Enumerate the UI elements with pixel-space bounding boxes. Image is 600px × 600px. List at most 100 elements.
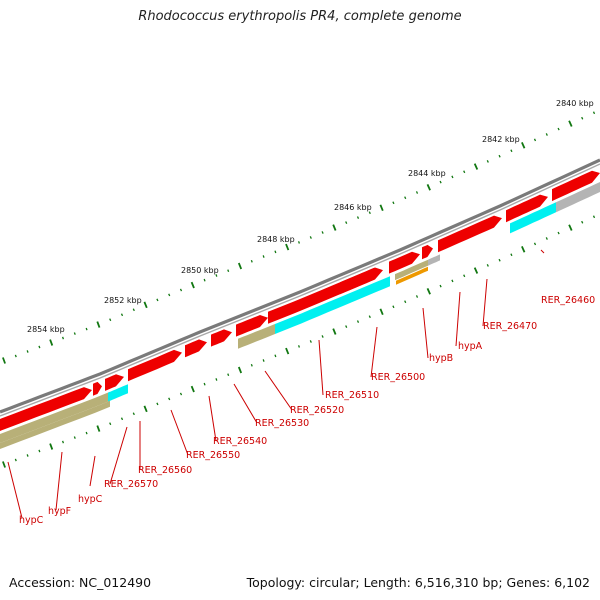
scale-label: 2846 kbp bbox=[334, 203, 372, 212]
scale-tick bbox=[179, 392, 183, 396]
scale-tick bbox=[143, 301, 148, 309]
scale-tick bbox=[61, 440, 65, 444]
scale-tick bbox=[120, 313, 124, 317]
scale-tick bbox=[227, 373, 230, 377]
scale-tick bbox=[61, 336, 65, 340]
gene-label: RER_26540 bbox=[213, 436, 267, 447]
gene-label: hypA bbox=[458, 341, 483, 352]
gene-label: RER_26470 bbox=[483, 321, 537, 332]
scale-tick bbox=[568, 120, 573, 127]
scale-tick bbox=[250, 363, 253, 367]
label-leader bbox=[370, 326, 378, 378]
feature-block bbox=[238, 324, 275, 349]
scale-tick bbox=[439, 180, 442, 184]
backbone-line bbox=[0, 163, 600, 417]
scale-tick bbox=[14, 458, 17, 462]
scale-tick bbox=[415, 295, 419, 298]
genome-info-text: Topology: circular; Length: 6,516,310 bp… bbox=[246, 575, 590, 590]
scale-tick bbox=[368, 315, 371, 319]
scale-tick bbox=[486, 264, 489, 267]
scale-tick bbox=[297, 241, 301, 244]
scale-tick bbox=[404, 300, 407, 304]
scale-label: 2854 kbp bbox=[27, 325, 65, 334]
cds-arrow bbox=[105, 374, 124, 391]
feature-block bbox=[428, 254, 440, 266]
scale-tick bbox=[345, 325, 348, 328]
label-leader bbox=[55, 451, 63, 511]
label-leader bbox=[170, 409, 189, 456]
label-leader bbox=[264, 370, 293, 411]
gene-label: RER_26500 bbox=[371, 372, 425, 383]
scale-tick bbox=[463, 170, 466, 174]
scale-labels: 2840 kbp 2842 kbp 2844 kbp 2846 kbp 2848 kbp… bbox=[27, 99, 594, 334]
scale-tick bbox=[26, 454, 29, 457]
label-leader bbox=[482, 278, 488, 327]
scale-tick bbox=[156, 402, 159, 406]
feature-block bbox=[275, 295, 345, 334]
scale-tick bbox=[179, 288, 183, 292]
scale-tick bbox=[215, 378, 218, 381]
scale-tick bbox=[168, 397, 171, 401]
scale-tick bbox=[262, 359, 265, 362]
feature-block bbox=[395, 259, 428, 281]
scale-label: 2842 kbp bbox=[482, 135, 520, 144]
cds-arrow bbox=[506, 194, 548, 223]
scale-tick bbox=[356, 216, 360, 219]
scale-label: 2840 kbp bbox=[556, 99, 594, 108]
cds-arrow bbox=[552, 170, 600, 202]
scale-tick bbox=[2, 461, 6, 468]
scale-tick bbox=[533, 138, 537, 142]
scale-tick bbox=[309, 236, 312, 239]
scale-tick bbox=[168, 293, 171, 297]
cds-track bbox=[0, 170, 600, 431]
label-leader bbox=[540, 249, 545, 254]
scale-tick bbox=[203, 382, 206, 386]
scale-tick bbox=[368, 211, 371, 215]
genome-backbone bbox=[0, 158, 600, 417]
gene-label: hypF bbox=[48, 506, 71, 517]
cds-arrow bbox=[422, 244, 433, 260]
scale-label: 2850 kbp bbox=[181, 266, 219, 275]
scale-tick bbox=[521, 246, 526, 253]
cds-arrow bbox=[0, 387, 92, 431]
scale-tick bbox=[473, 163, 479, 170]
feature-block bbox=[0, 400, 110, 449]
scale-tick bbox=[392, 305, 395, 309]
scale-tick bbox=[486, 160, 489, 163]
scale-tick bbox=[321, 335, 324, 338]
scale-ticks bbox=[2, 111, 596, 468]
scale-tick bbox=[250, 259, 253, 263]
gene-label: RER_26550 bbox=[186, 450, 240, 461]
scale-tick bbox=[237, 366, 243, 374]
scale-tick bbox=[14, 354, 17, 358]
scale-tick bbox=[143, 405, 148, 413]
scale-label: 2844 kbp bbox=[408, 169, 446, 178]
gene-label: RER_26560 bbox=[138, 465, 192, 476]
gene-label: RER_26530 bbox=[255, 418, 309, 429]
cds-arrow bbox=[389, 251, 420, 274]
scale-tick bbox=[473, 267, 479, 274]
backbone-line bbox=[0, 158, 600, 414]
cds-arrow bbox=[340, 267, 383, 295]
map-title: Rhodococcus erythropolis PR4, complete g… bbox=[138, 9, 462, 24]
feature-track bbox=[0, 182, 600, 449]
cds-arrow bbox=[236, 315, 268, 337]
gene-label: RER_26460 bbox=[541, 295, 595, 306]
scale-tick bbox=[262, 255, 265, 258]
scale-tick bbox=[109, 318, 112, 322]
feature-block bbox=[510, 202, 556, 234]
label-leader bbox=[7, 461, 23, 519]
scale-tick bbox=[379, 308, 384, 316]
cds-arrow bbox=[438, 215, 502, 253]
scale-tick bbox=[498, 154, 501, 158]
scale-tick bbox=[545, 237, 548, 240]
gene-label: hypC bbox=[78, 494, 103, 505]
scale-tick bbox=[2, 357, 6, 364]
scale-tick bbox=[498, 258, 501, 262]
scale-tick bbox=[49, 443, 54, 450]
label-leader bbox=[89, 455, 96, 487]
scale-tick bbox=[451, 175, 454, 179]
scale-tick bbox=[96, 321, 101, 328]
